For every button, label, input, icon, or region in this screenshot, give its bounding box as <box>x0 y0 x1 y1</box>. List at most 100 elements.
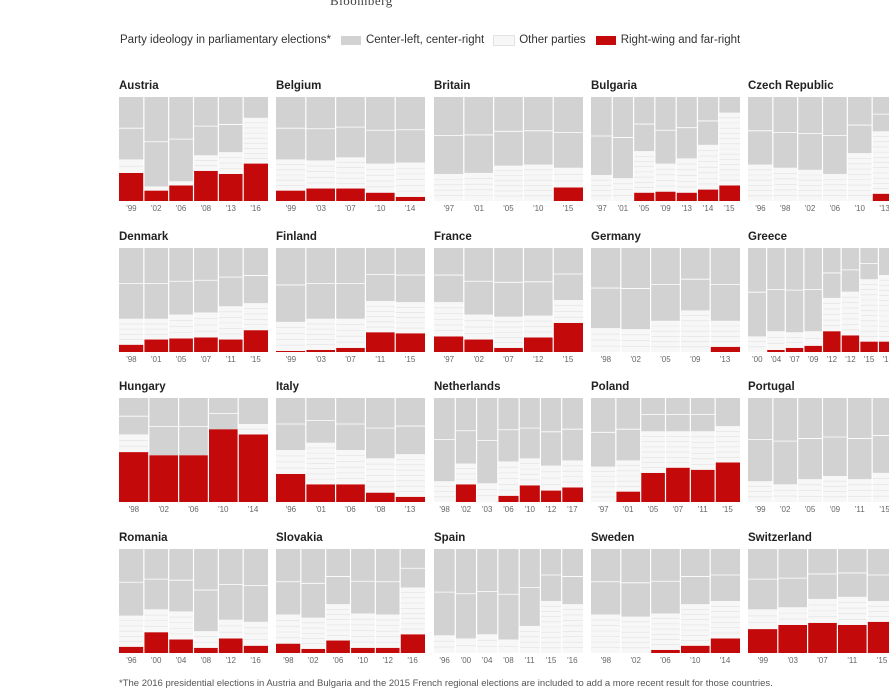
bar-belgium-4-right-wing-and-far-right <box>395 196 425 201</box>
tick-label-poland-2: '05 <box>648 505 659 514</box>
tick-label-netherlands-5: '12 <box>546 505 557 514</box>
bar-denmark-5-other-parties <box>243 303 268 331</box>
bar-denmark-3-right-wing-and-far-right <box>193 337 219 352</box>
tick-label-slovakia-1: '02 <box>308 656 319 665</box>
bar-france-2-right-wing-and-far-right <box>493 347 524 352</box>
bar-romania-4-other-parties <box>218 619 244 639</box>
tick-label-belgium-4: '14 <box>405 204 416 213</box>
bar-hungary-4-center-left-center-right <box>238 398 268 424</box>
bar-france-4-right-wing-and-far-right <box>553 322 583 352</box>
bar-poland-1-right-wing-and-far-right <box>615 491 641 502</box>
tick-label-denmark-1: '01 <box>151 355 162 364</box>
bar-portugal-3-other-parties <box>822 476 848 502</box>
bar-slovakia-2-other-parties <box>325 604 351 641</box>
tick-label-belgium-2: '07 <box>345 204 356 213</box>
panel-france: France '97 '02 '07 '12 '15 <box>434 231 583 364</box>
bar-greece-2-other-parties <box>785 332 804 348</box>
tick-label-portugal-1: '02 <box>780 505 791 514</box>
bar-denmark-1-right-wing-and-far-right <box>143 339 169 352</box>
bar-britain-0-other-parties <box>434 173 464 201</box>
bar-hungary-0-other-parties <box>119 434 149 453</box>
tick-label-france-3: '12 <box>533 355 544 364</box>
tick-label-spain-0: '96 <box>439 656 450 665</box>
bar-bulgaria-0-other-parties <box>591 175 613 201</box>
tick-label-switzerland-1: '03 <box>787 656 798 665</box>
bar-finland-3-right-wing-and-far-right <box>365 332 396 352</box>
legend: Party ideology in parliamentary election… <box>120 34 740 46</box>
tick-label-netherlands-3: '06 <box>503 505 514 514</box>
tick-label-romania-1: '00 <box>151 656 162 665</box>
chart-title-czech-republic: Czech Republic <box>748 80 834 92</box>
chart-title-romania: Romania <box>119 532 168 544</box>
panel-netherlands: Netherlands '98 '02 '03 '06 '10 '12 '17 <box>434 381 583 514</box>
bar-belgium-1-other-parties <box>305 160 336 189</box>
bar-britain-4-right-wing-and-far-right <box>553 187 583 201</box>
tick-label-hungary-1: '02 <box>158 505 169 514</box>
bar-austria-0-right-wing-and-far-right <box>119 172 144 201</box>
tick-label-greece-6: '15 <box>864 355 875 364</box>
bar-romania-5-right-wing-and-far-right <box>243 645 268 653</box>
bar-switzerland-4-right-wing-and-far-right <box>867 621 889 653</box>
bar-greece-1-right-wing-and-far-right <box>766 349 786 352</box>
tick-label-portugal-4: '11 <box>855 505 865 514</box>
legend-swatch-center <box>340 35 361 45</box>
bar-switzerland-0-other-parties <box>748 609 778 630</box>
panel-belgium: Belgium '99 '03 '07 '10 '14 <box>276 80 425 213</box>
bar-austria-5-center-left-center-right <box>243 97 268 118</box>
tick-label-poland-4: '11 <box>698 505 708 514</box>
bar-bulgaria-6-center-left-center-right <box>718 97 740 113</box>
tick-label-hungary-0: '98 <box>129 505 140 514</box>
tick-label-france-0: '97 <box>444 355 455 364</box>
bar-spain-4-other-parties <box>519 625 541 653</box>
bar-netherlands-5-right-wing-and-far-right <box>540 490 562 502</box>
tick-label-italy-3: '08 <box>375 505 386 514</box>
tick-label-finland-0: '99 <box>286 355 297 364</box>
tick-label-britain-3: '10 <box>533 204 544 213</box>
chart-title-germany: Germany <box>591 231 641 243</box>
bar-denmark-4-right-wing-and-far-right <box>218 339 244 352</box>
tick-label-czech-republic-3: '06 <box>830 204 841 213</box>
tick-label-hungary-4: '14 <box>248 505 259 514</box>
bar-greece-5-right-wing-and-far-right <box>841 335 860 352</box>
bar-czech-republic-3-other-parties <box>822 173 848 201</box>
tick-label-finland-3: '11 <box>375 355 385 364</box>
tick-label-switzerland-3: '11 <box>847 656 857 665</box>
bar-portugal-5-other-parties <box>872 472 889 502</box>
bar-germany-4-right-wing-and-far-right <box>710 346 740 352</box>
panel-greece: Greece '00 '04 '07 '09 '12 '12 '15 '15 <box>748 231 889 364</box>
bar-poland-2-right-wing-and-far-right <box>640 472 666 502</box>
bar-greece-2-right-wing-and-far-right <box>785 347 804 352</box>
tick-label-portugal-3: '09 <box>830 505 841 514</box>
bar-austria-5-other-parties <box>243 117 268 164</box>
tick-label-greece-7: '15 <box>882 355 889 364</box>
tick-label-spain-5: '15 <box>546 656 557 665</box>
chart-title-sweden: Sweden <box>591 532 634 544</box>
tick-label-italy-4: '13 <box>405 505 416 514</box>
bar-sweden-3-right-wing-and-far-right <box>680 645 711 653</box>
tick-label-czech-republic-0: '96 <box>755 204 766 213</box>
bar-slovakia-0-right-wing-and-far-right <box>276 643 301 653</box>
bar-belgium-0-right-wing-and-far-right <box>276 190 306 201</box>
chart-title-denmark: Denmark <box>119 231 169 243</box>
tick-label-netherlands-4: '10 <box>525 505 536 514</box>
tick-label-austria-2: '06 <box>176 204 187 213</box>
tick-label-netherlands-1: '02 <box>461 505 472 514</box>
bar-austria-1-right-wing-and-far-right <box>143 190 169 201</box>
tick-label-denmark-0: '98 <box>126 355 137 364</box>
bar-britain-4-other-parties <box>553 167 583 188</box>
bar-switzerland-2-right-wing-and-far-right <box>807 622 838 653</box>
tick-label-czech-republic-4: '10 <box>855 204 866 213</box>
bar-romania-1-right-wing-and-far-right <box>143 632 169 653</box>
tick-label-austria-5: '16 <box>250 204 261 213</box>
bar-switzerland-1-right-wing-and-far-right <box>777 624 808 653</box>
bar-austria-3-other-parties <box>193 155 219 171</box>
tick-label-hungary-3: '10 <box>218 505 229 514</box>
bar-poland-0-other-parties <box>591 466 616 502</box>
legend-item-right: Right-wing and far-right <box>595 34 740 46</box>
tick-label-slovakia-2: '06 <box>333 656 344 665</box>
tick-label-finland-4: '15 <box>405 355 416 364</box>
tick-label-greece-2: '07 <box>789 355 800 364</box>
tick-label-spain-1: '00 <box>461 656 472 665</box>
tick-label-czech-republic-2: '02 <box>805 204 816 213</box>
chart-title-netherlands: Netherlands <box>434 381 500 393</box>
